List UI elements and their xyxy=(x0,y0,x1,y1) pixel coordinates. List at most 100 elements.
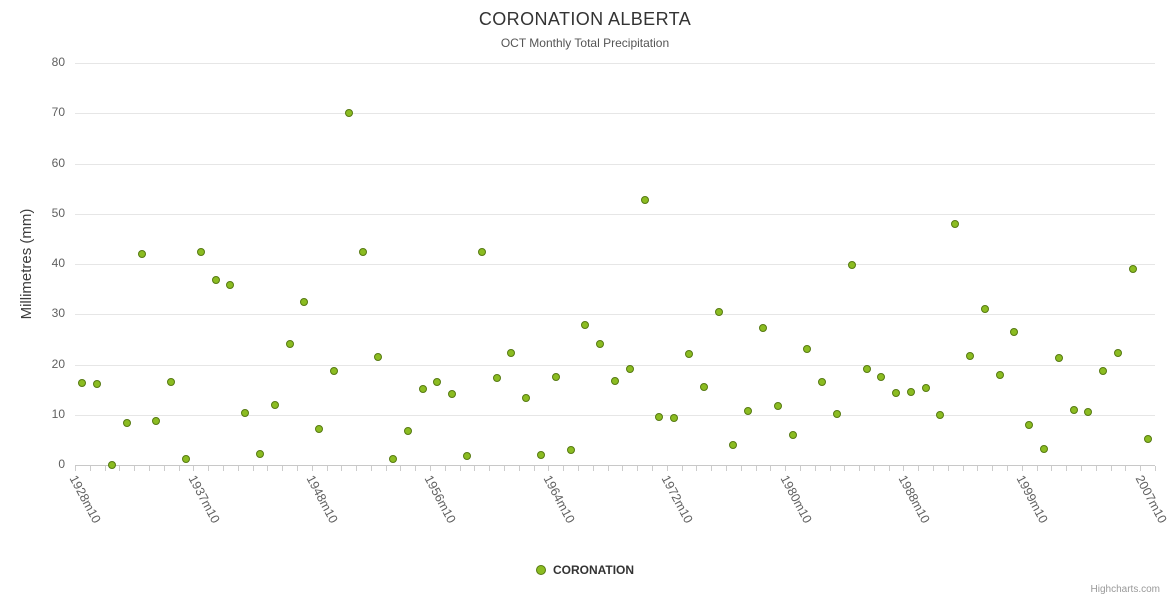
data-point[interactable] xyxy=(714,308,723,317)
credits-link[interactable]: Highcharts.com xyxy=(1090,584,1160,595)
data-point[interactable] xyxy=(463,452,472,461)
x-axis-tick xyxy=(459,466,461,471)
data-point[interactable] xyxy=(196,247,205,256)
data-point[interactable] xyxy=(758,323,767,332)
data-point[interactable] xyxy=(255,450,264,459)
data-point[interactable] xyxy=(285,339,294,348)
data-point[interactable] xyxy=(877,373,886,382)
x-axis-tick xyxy=(356,466,358,471)
data-point[interactable] xyxy=(936,411,945,420)
data-point[interactable] xyxy=(448,389,457,398)
data-point[interactable] xyxy=(374,353,383,362)
data-point[interactable] xyxy=(477,248,486,257)
data-point[interactable] xyxy=(211,276,220,285)
data-point[interactable] xyxy=(329,366,338,375)
data-point[interactable] xyxy=(270,400,279,409)
data-point[interactable] xyxy=(1069,405,1078,414)
data-point[interactable] xyxy=(951,219,960,228)
data-point[interactable] xyxy=(167,377,176,386)
data-point[interactable] xyxy=(300,297,309,306)
data-point[interactable] xyxy=(1099,367,1108,376)
data-point[interactable] xyxy=(744,406,753,415)
y-axis-tick-label: 30 xyxy=(51,306,65,321)
data-point[interactable] xyxy=(966,351,975,360)
data-point[interactable] xyxy=(241,409,250,418)
y-axis-tick-label: 40 xyxy=(51,256,65,270)
y-gridline xyxy=(75,364,1155,366)
data-point[interactable] xyxy=(611,377,619,386)
x-axis-tick xyxy=(607,466,609,471)
data-point[interactable] xyxy=(522,393,531,402)
x-axis-tick xyxy=(134,466,136,471)
data-point[interactable] xyxy=(906,388,915,397)
data-point[interactable] xyxy=(1025,421,1034,430)
data-point[interactable] xyxy=(122,418,131,427)
data-point[interactable] xyxy=(1143,434,1152,443)
x-axis-tick xyxy=(1095,466,1097,471)
data-point[interactable] xyxy=(1040,444,1049,453)
data-point[interactable] xyxy=(773,401,782,410)
data-point[interactable] xyxy=(1054,354,1063,363)
x-axis-tick-label: 1988m10 xyxy=(895,473,933,526)
data-point[interactable] xyxy=(433,378,442,387)
data-point[interactable] xyxy=(980,304,989,313)
data-point[interactable] xyxy=(359,247,368,256)
legend-label: CORONATION xyxy=(552,563,635,577)
data-point[interactable] xyxy=(1084,407,1093,416)
data-point[interactable] xyxy=(699,382,708,391)
data-point[interactable] xyxy=(566,445,575,454)
data-point[interactable] xyxy=(152,417,161,426)
data-point[interactable] xyxy=(418,384,427,393)
x-axis-tick xyxy=(1036,466,1038,471)
x-axis-tick xyxy=(859,466,861,471)
x-axis-tick xyxy=(903,466,905,471)
data-point[interactable] xyxy=(596,340,605,349)
data-point[interactable] xyxy=(537,451,546,460)
x-axis-tick-label: 1972m10 xyxy=(658,473,696,526)
data-point[interactable] xyxy=(1128,265,1137,274)
data-point[interactable] xyxy=(803,344,812,353)
data-point[interactable] xyxy=(492,373,501,382)
x-axis-tick xyxy=(637,466,639,471)
data-point[interactable] xyxy=(921,383,930,392)
data-point[interactable] xyxy=(1010,328,1019,337)
data-point[interactable] xyxy=(551,372,560,381)
x-axis-tick xyxy=(947,466,949,471)
data-point[interactable] xyxy=(93,380,102,389)
data-point[interactable] xyxy=(684,349,693,358)
x-axis-tick xyxy=(75,466,76,471)
data-point[interactable] xyxy=(315,424,324,433)
legend-item-coronation[interactable]: CORONATION xyxy=(0,563,1170,577)
x-axis-tick xyxy=(548,466,550,471)
x-axis-tick xyxy=(563,466,565,471)
data-point[interactable] xyxy=(581,320,590,329)
data-point[interactable] xyxy=(640,195,649,204)
data-point[interactable] xyxy=(788,430,797,439)
data-point[interactable] xyxy=(729,440,738,449)
x-axis-tick xyxy=(933,466,935,471)
x-axis-tick-label: 1928m10 xyxy=(67,473,104,526)
x-axis-tick xyxy=(237,466,239,471)
data-point[interactable] xyxy=(137,249,146,258)
data-point[interactable] xyxy=(107,461,116,469)
x-axis-tick xyxy=(873,466,875,471)
data-point[interactable] xyxy=(832,410,841,419)
data-point[interactable] xyxy=(78,379,87,388)
data-point[interactable] xyxy=(507,348,516,357)
data-point[interactable] xyxy=(625,364,634,373)
data-point[interactable] xyxy=(892,388,901,397)
data-point[interactable] xyxy=(818,377,827,386)
data-point[interactable] xyxy=(389,455,398,464)
data-point[interactable] xyxy=(847,260,856,269)
data-point[interactable] xyxy=(995,371,1004,380)
data-point[interactable] xyxy=(226,280,235,289)
data-point[interactable] xyxy=(655,413,664,422)
x-axis-tick xyxy=(296,466,298,471)
data-point[interactable] xyxy=(403,427,412,436)
x-axis-tick xyxy=(844,466,846,471)
data-point[interactable] xyxy=(670,413,679,422)
data-point[interactable] xyxy=(181,454,190,463)
data-point[interactable] xyxy=(862,365,871,374)
data-point[interactable] xyxy=(1114,349,1122,358)
data-point[interactable] xyxy=(344,109,353,118)
